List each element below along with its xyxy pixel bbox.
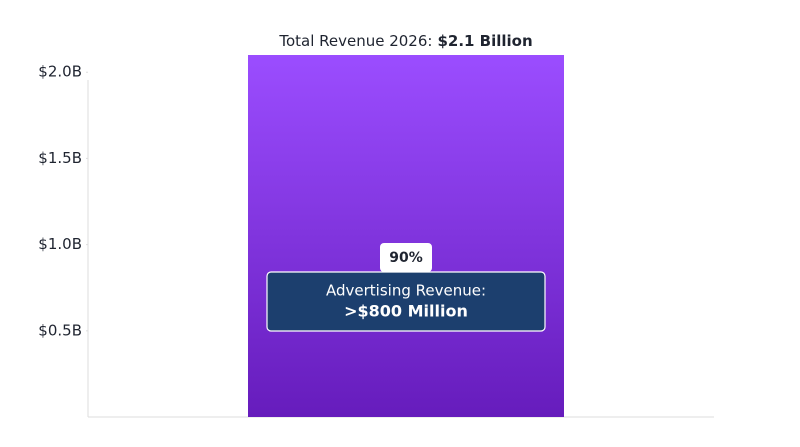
title-text: Total Revenue 2026:: [278, 32, 432, 50]
annotation: 90% Advertising Revenue: >$800 Million: [266, 243, 546, 332]
chart-title: Total Revenue 2026: $2.1 Billion: [278, 32, 532, 50]
annotation-badge: 90%: [389, 250, 423, 266]
y-tick-label: $1.5B: [38, 149, 82, 167]
y-tick-label: $2.0B: [38, 63, 82, 81]
y-tick-label: $0.5B: [38, 321, 82, 339]
y-tick-label: $1.0B: [38, 235, 82, 253]
annotation-box: [266, 271, 546, 332]
annotation-value: >$800 Million: [344, 302, 468, 321]
annotation-label: Advertising Revenue:: [326, 282, 486, 300]
title-value: $2.1 Billion: [437, 32, 532, 50]
bar: [248, 55, 564, 417]
annotation-badge-box: [380, 243, 432, 272]
